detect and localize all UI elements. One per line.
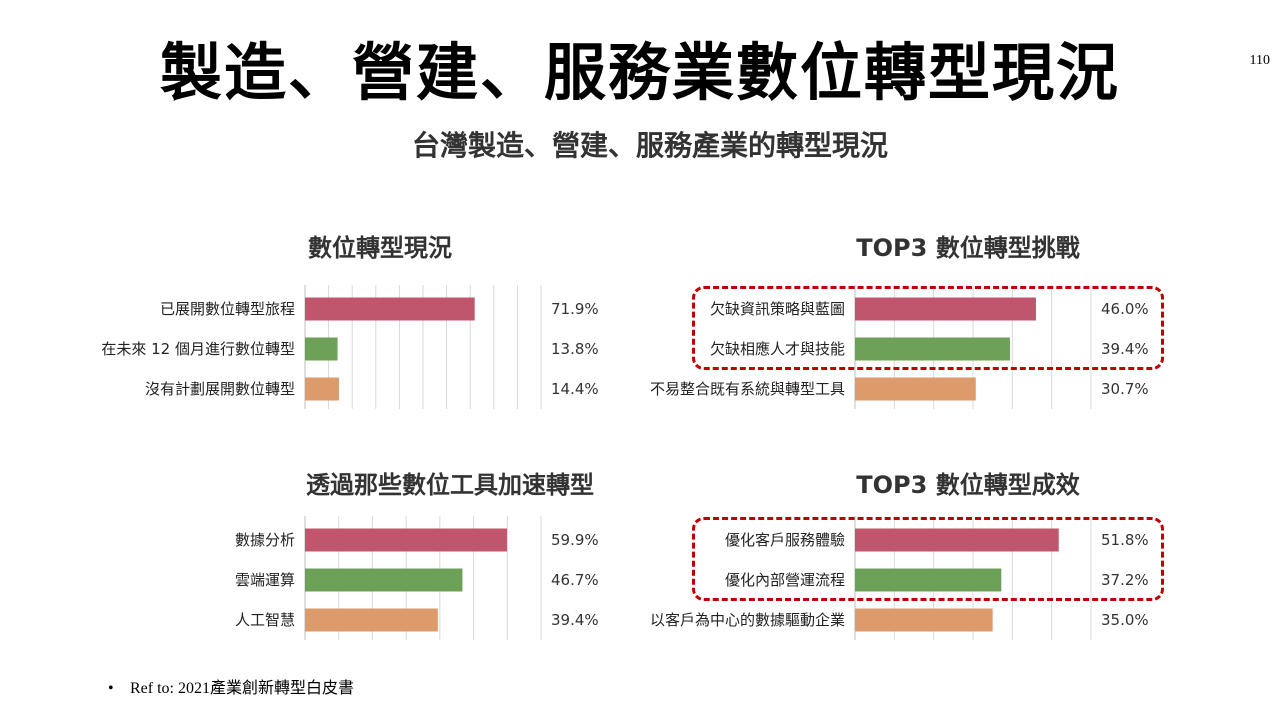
value-label: 46.0% bbox=[1101, 300, 1149, 318]
bar bbox=[855, 337, 1010, 361]
chart-title-tools: 透過那些數位工具加速轉型 bbox=[306, 471, 594, 499]
category-label: 以客戶為中心的數據驅動企業 bbox=[650, 611, 845, 629]
value-label: 30.7% bbox=[1101, 380, 1149, 398]
chart-title-outcomes: TOP3 數位轉型成效 bbox=[856, 471, 1080, 499]
chart-digital-tools: 數據分析 59.9% 雲端運算 46.7% 人工智慧 39.4% bbox=[235, 516, 599, 640]
chart-digital-status: 已展開數位轉型旅程 71.9% 在未來 12 個月進行數位轉型 13.8% 沒有計劃展開… bbox=[101, 285, 599, 409]
bar bbox=[855, 528, 1059, 552]
value-label: 46.7% bbox=[551, 571, 599, 589]
bar bbox=[855, 377, 976, 401]
page-subtitle: 台灣製造、營建、服務產業的轉型現況 bbox=[411, 129, 888, 162]
bar bbox=[305, 528, 507, 552]
bullet-icon: • bbox=[108, 680, 114, 697]
value-label: 71.9% bbox=[551, 300, 599, 318]
value-label: 37.2% bbox=[1101, 571, 1149, 589]
category-label: 優化客戶服務體驗 bbox=[725, 531, 845, 549]
bar bbox=[305, 377, 339, 401]
category-label: 雲端運算 bbox=[235, 571, 295, 589]
category-label: 優化內部營運流程 bbox=[725, 571, 845, 589]
category-label: 欠缺資訊策略與藍圖 bbox=[710, 300, 845, 318]
page-title: 製造、營建、服務業數位轉型現況 bbox=[159, 36, 1120, 109]
value-label: 59.9% bbox=[551, 531, 599, 549]
bar bbox=[305, 337, 338, 361]
category-label: 沒有計劃展開數位轉型 bbox=[145, 380, 295, 398]
category-label: 欠缺相應人才與技能 bbox=[710, 340, 845, 358]
category-label: 不易整合既有系統與轉型工具 bbox=[650, 380, 845, 398]
value-label: 35.0% bbox=[1101, 611, 1149, 629]
value-label: 13.8% bbox=[551, 340, 599, 358]
bar bbox=[855, 608, 993, 632]
value-label: 39.4% bbox=[1101, 340, 1149, 358]
bar bbox=[305, 297, 475, 321]
chart-top3-challenges: 欠缺資訊策略與藍圖 46.0% 欠缺相應人才與技能 39.4% 不易整合既有系統與轉型工… bbox=[650, 285, 1149, 409]
category-label: 數據分析 bbox=[235, 531, 295, 549]
bar bbox=[305, 608, 438, 632]
chart-title-challenges: TOP3 數位轉型挑戰 bbox=[856, 234, 1080, 262]
chart-top3-outcomes: 優化客戶服務體驗 51.8% 優化內部營運流程 37.2% 以客戶為中心的數據驅動企業 3… bbox=[650, 516, 1149, 640]
bar bbox=[855, 297, 1036, 321]
footnote: • Ref to: 2021產業創新轉型白皮書 bbox=[108, 674, 354, 698]
value-label: 51.8% bbox=[1101, 531, 1149, 549]
bar bbox=[305, 568, 463, 592]
highlight-box-challenges bbox=[692, 286, 1164, 370]
bar bbox=[855, 568, 1002, 592]
highlight-box-outcomes bbox=[692, 517, 1164, 601]
footnote-text: Ref to: 2021產業創新轉型白皮書 bbox=[130, 680, 354, 697]
category-label: 在未來 12 個月進行數位轉型 bbox=[101, 340, 295, 358]
category-label: 已展開數位轉型旅程 bbox=[160, 300, 295, 318]
value-label: 39.4% bbox=[551, 611, 599, 629]
value-label: 14.4% bbox=[551, 380, 599, 398]
page-number: 110 bbox=[1249, 53, 1270, 68]
chart-title-status: 數位轉型現況 bbox=[308, 234, 452, 262]
category-label: 人工智慧 bbox=[235, 611, 295, 629]
